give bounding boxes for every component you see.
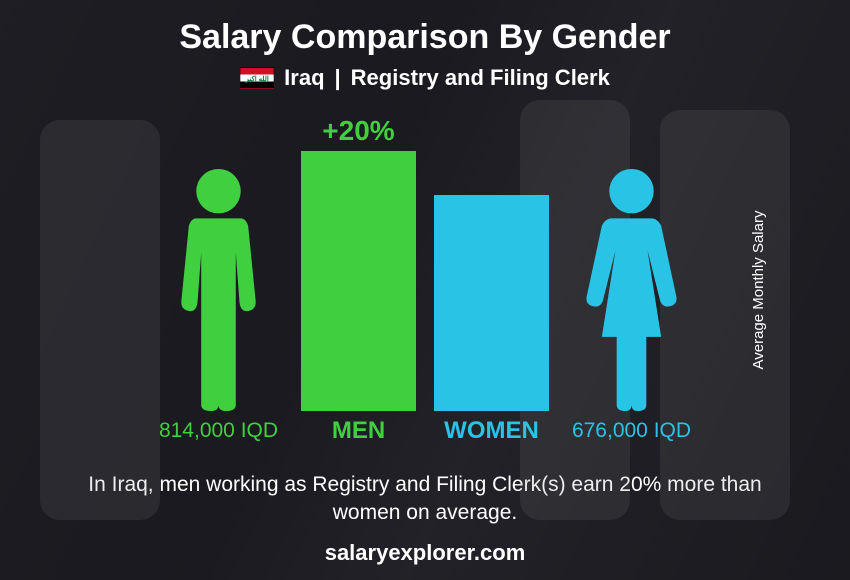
men-bar bbox=[301, 151, 416, 411]
woman-icon bbox=[559, 164, 704, 411]
iraq-flag-icon: الله اكبر bbox=[240, 67, 274, 89]
men-salary-value: 814,000 IQD bbox=[146, 419, 291, 443]
footer-attribution: salaryexplorer.com bbox=[0, 540, 850, 566]
man-icon bbox=[146, 164, 291, 411]
y-axis-label: Average Monthly Salary bbox=[750, 211, 767, 370]
men-bar-label: MEN bbox=[301, 417, 416, 445]
chart-area: +20% MEN WOMEN 814,000 IQD 676,000 IQD bbox=[45, 101, 805, 471]
women-salary-value: 676,000 IQD bbox=[559, 419, 704, 443]
women-bar bbox=[434, 195, 549, 411]
women-bar-label: WOMEN bbox=[434, 417, 549, 445]
percent-diff-label: +20% bbox=[301, 115, 416, 147]
